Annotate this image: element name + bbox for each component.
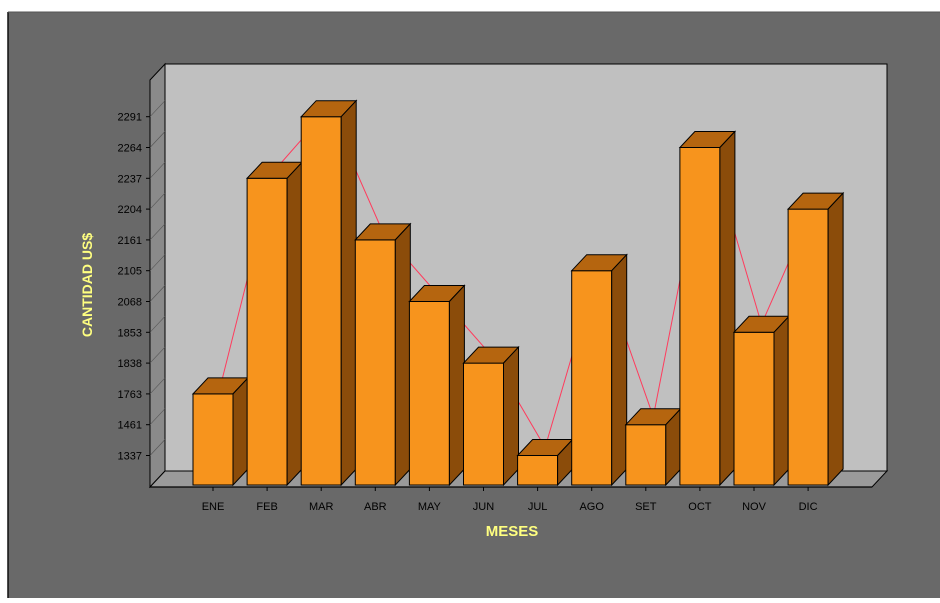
y-tick-guide: [149, 162, 166, 179]
x-tick-label: SET: [635, 501, 657, 513]
y-tick-guide: [149, 285, 166, 302]
y-tick-label: 2291: [118, 112, 142, 124]
bar-side: [232, 376, 249, 487]
bar: [462, 345, 520, 487]
x-tick-label: ENE: [202, 501, 225, 513]
bar-front: [192, 393, 234, 486]
y-tick-label: 1853: [118, 327, 142, 339]
y-tick-guide: [149, 254, 166, 271]
bar-front: [571, 270, 613, 486]
y-tick-guide: [149, 408, 166, 425]
bar-side: [773, 315, 790, 487]
y-axis-ticks: 1337 1461 1763 1838 1853 2068 2105 2161 2204 2237…: [118, 100, 166, 463]
bar-side: [827, 191, 844, 487]
x-axis-title: MESES: [486, 523, 539, 540]
y-tick-guide: [149, 316, 166, 333]
bar: [245, 161, 304, 487]
y-tick-label: 2264: [118, 143, 142, 155]
x-tick-label: JUL: [528, 501, 548, 513]
bar-front: [408, 301, 450, 486]
plot-left-wall: [149, 62, 166, 489]
y-tick-guide: [149, 223, 166, 241]
bar-front: [733, 331, 775, 486]
y-tick-label: 1461: [118, 420, 142, 432]
y-axis-title: CANTIDAD US$: [79, 233, 95, 337]
bar-group: [191, 99, 845, 487]
bar-front: [625, 424, 667, 486]
bar-side: [503, 345, 519, 487]
x-tick-label: MAY: [418, 501, 442, 513]
y-tick-guide: [149, 377, 166, 395]
bar: [570, 253, 628, 487]
y-tick-label: 1838: [118, 358, 142, 370]
y-tick-guide: [149, 439, 166, 456]
y-tick-label: 2105: [118, 266, 142, 278]
x-tick-label: JUN: [473, 501, 494, 513]
bar: [786, 191, 845, 487]
bar-front: [517, 455, 559, 486]
bar-side: [448, 284, 465, 487]
y-tick-label: 1337: [118, 451, 142, 463]
y-tick-label: 2068: [118, 297, 142, 309]
x-tick-label: OCT: [688, 501, 712, 513]
bar: [191, 376, 250, 487]
x-tick-label: ABR: [364, 501, 387, 513]
bar: [678, 130, 737, 487]
x-tick-label: MAR: [309, 501, 334, 513]
y-tick-label: 1763: [118, 389, 142, 401]
y-tick-label: 2161: [118, 235, 142, 247]
bar-side: [394, 222, 411, 487]
bar-side: [286, 161, 303, 487]
bar-front: [787, 208, 829, 486]
bar-front: [300, 116, 342, 486]
bar: [408, 284, 466, 487]
y-tick-guide: [149, 131, 166, 148]
y-tick-guide: [149, 192, 166, 210]
y-tick-guide: [149, 100, 166, 117]
bar-side: [340, 99, 357, 487]
y-tick-guide: [149, 346, 166, 364]
bar-side: [719, 130, 736, 487]
bar-front: [679, 147, 721, 486]
bar: [516, 438, 574, 487]
y-tick-label: 2237: [118, 173, 142, 185]
bar-front: [463, 362, 504, 486]
x-tick-label: FEB: [256, 501, 277, 513]
bar-front: [354, 239, 396, 486]
x-tick-label: AGO: [579, 501, 604, 513]
bar-front: [246, 177, 288, 486]
x-tick-label: NOV: [742, 501, 767, 513]
bar-side: [611, 253, 628, 487]
bar: [732, 315, 791, 487]
bar: [300, 99, 358, 487]
bar: [354, 222, 412, 487]
x-tick-label: DIC: [799, 501, 818, 513]
bar: [624, 407, 682, 487]
x-axis-ticks: ENE FEB MAR ABR MAY JUN JUL AGO SET OCT NOV DIC: [150, 486, 872, 513]
y-tick-label: 2204: [118, 204, 142, 216]
